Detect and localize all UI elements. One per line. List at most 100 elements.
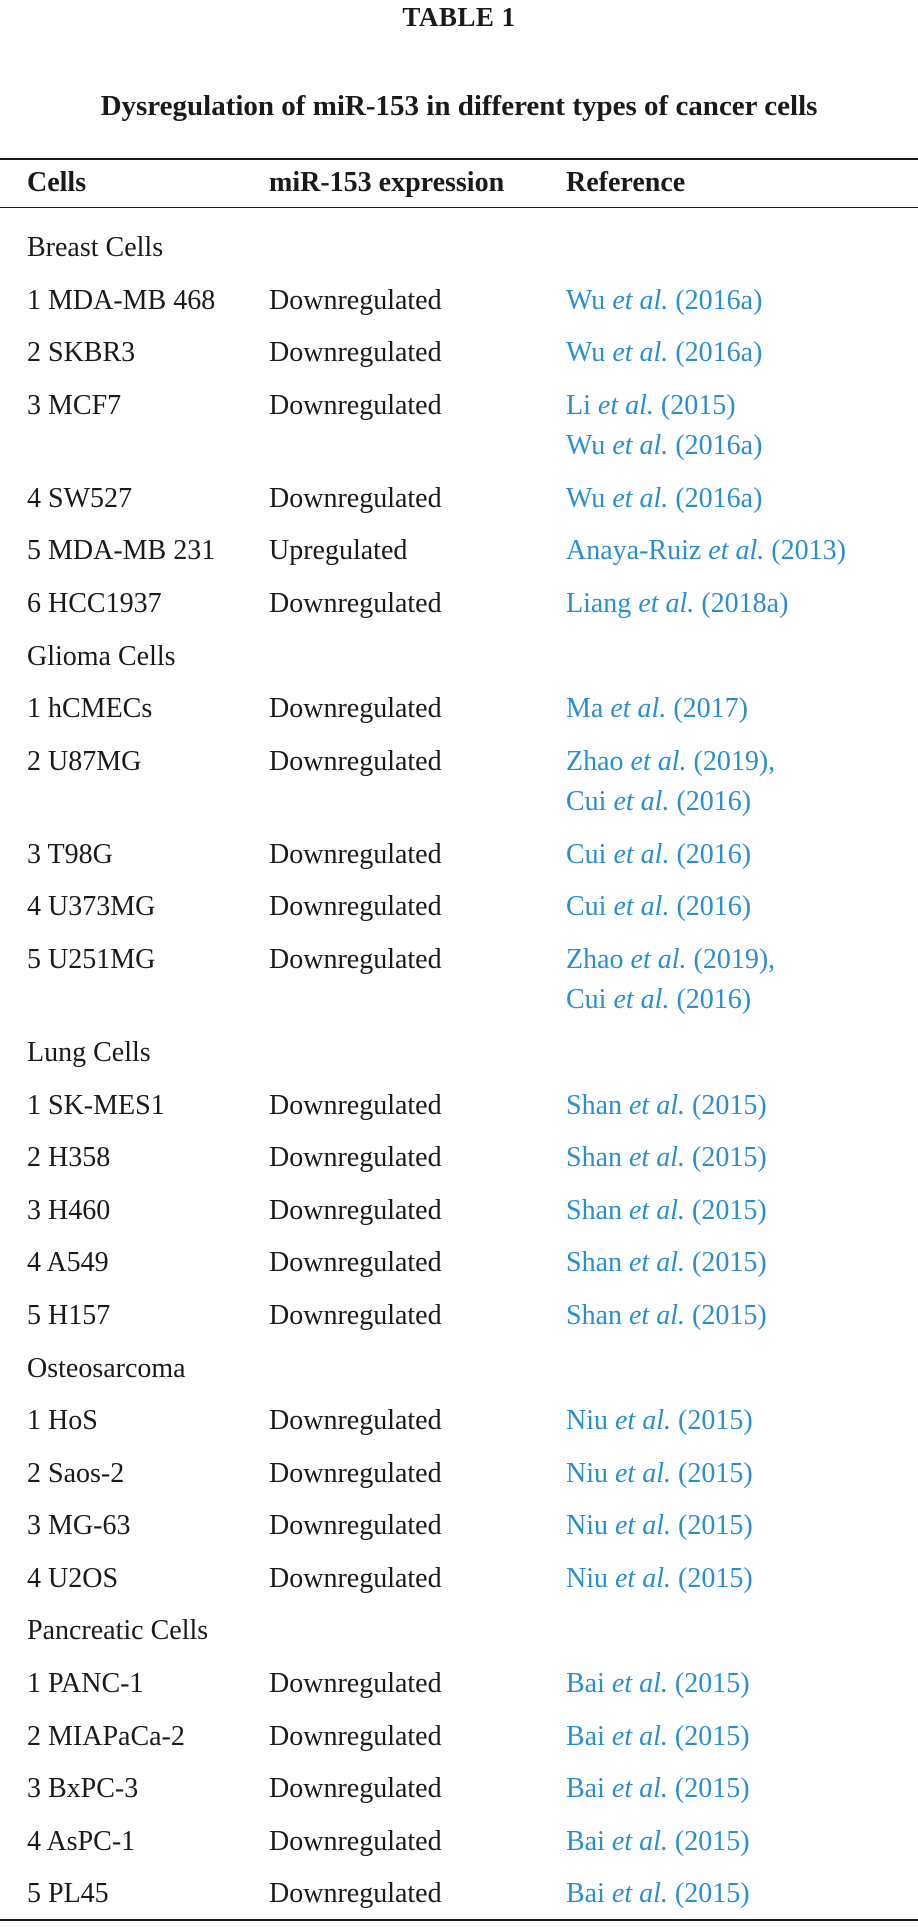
reference-author: Wu bbox=[566, 284, 606, 316]
reference-author: Li bbox=[566, 389, 591, 421]
reference-link[interactable]: Bai et al. (2015) bbox=[566, 1664, 750, 1704]
reference-author: Bai bbox=[566, 1720, 605, 1752]
reference-link[interactable]: Zhao et al. (2019), bbox=[566, 940, 775, 980]
reference-link[interactable]: Wu et al. (2016a) bbox=[566, 426, 762, 466]
reference-link[interactable]: Bai et al. (2015) bbox=[566, 1822, 750, 1862]
reference-link[interactable]: Shan et al. (2015) bbox=[566, 1138, 767, 1178]
cell-line: 1 HoS bbox=[27, 1405, 98, 1437]
reference-author: Bai bbox=[566, 1825, 605, 1857]
reference-year: (2019), bbox=[693, 745, 776, 777]
cell-line: 4 SW527 bbox=[27, 482, 132, 514]
reference-link[interactable]: Liang et al. (2018a) bbox=[566, 584, 788, 624]
expression-value: Downregulated bbox=[269, 1878, 442, 1910]
reference-link[interactable]: Niu et al. (2015) bbox=[566, 1506, 753, 1546]
table-row: 2 MIAPaCa-2 Downregulated Bai et al. (2015… bbox=[0, 1717, 918, 1770]
reference-year: (2016a) bbox=[675, 284, 763, 316]
reference-cell: Zhao et al. (2019), Cui et al. (2016) bbox=[566, 940, 775, 1020]
reference-link[interactable]: Cui et al. (2016) bbox=[566, 835, 751, 875]
reference-link[interactable]: Wu et al. (2016a) bbox=[566, 281, 762, 321]
reference-etal: et al. bbox=[612, 284, 669, 316]
cell-line: 2 Saos-2 bbox=[27, 1457, 125, 1489]
section-label: Osteosarcoma bbox=[27, 1352, 186, 1384]
reference-cell: Shan et al. (2015) bbox=[566, 1191, 767, 1231]
reference-etal: et al. bbox=[629, 1089, 685, 1121]
table-row: 1 hCMECs Downregulated Ma et al. (2017) bbox=[0, 689, 918, 742]
reference-author: Bai bbox=[566, 1668, 605, 1700]
reference-cell: Wu et al. (2016a) bbox=[566, 479, 762, 519]
reference-author: Shan bbox=[566, 1194, 622, 1226]
header-reference: Reference bbox=[566, 167, 686, 198]
reference-year: (2015) bbox=[692, 1299, 767, 1331]
reference-link[interactable]: Shan et al. (2015) bbox=[566, 1243, 767, 1283]
reference-year: (2013) bbox=[771, 535, 846, 567]
reference-link[interactable]: Wu et al. (2016a) bbox=[566, 479, 762, 519]
reference-year: (2015) bbox=[678, 1562, 753, 1594]
reference-author: Niu bbox=[566, 1562, 608, 1594]
reference-link[interactable]: Bai et al. (2015) bbox=[566, 1874, 750, 1914]
reference-author: Niu bbox=[566, 1457, 608, 1489]
cell-line: 4 U2OS bbox=[27, 1562, 119, 1594]
reference-author: Shan bbox=[566, 1089, 622, 1121]
reference-link[interactable]: Ma et al. (2017) bbox=[566, 689, 748, 729]
reference-link[interactable]: Cui et al. (2016) bbox=[566, 887, 751, 927]
reference-author: Liang bbox=[566, 587, 632, 619]
reference-link[interactable]: Niu et al. (2015) bbox=[566, 1559, 753, 1599]
reference-link[interactable]: Li et al. (2015) bbox=[566, 386, 762, 426]
reference-author: Bai bbox=[566, 1878, 605, 1910]
reference-link[interactable]: Wu et al. (2016a) bbox=[566, 333, 762, 373]
expression-value: Downregulated bbox=[269, 745, 442, 777]
cell-line: 2 SKBR3 bbox=[27, 337, 136, 369]
reference-etal: et al. bbox=[629, 1194, 685, 1226]
reference-link[interactable]: Bai et al. (2015) bbox=[566, 1717, 750, 1757]
expression-value: Downregulated bbox=[269, 1510, 442, 1542]
reference-etal: et al. bbox=[630, 943, 687, 975]
expression-value: Downregulated bbox=[269, 693, 442, 725]
reference-link[interactable]: Niu et al. (2015) bbox=[566, 1401, 753, 1441]
reference-link[interactable]: Niu et al. (2015) bbox=[566, 1454, 753, 1494]
reference-year: (2018a) bbox=[701, 587, 789, 619]
reference-cell: Shan et al. (2015) bbox=[566, 1243, 767, 1283]
reference-cell: Cui et al. (2016) bbox=[566, 887, 751, 927]
reference-cell: Niu et al. (2015) bbox=[566, 1401, 753, 1441]
reference-etal: et al. bbox=[597, 389, 654, 421]
cell-line: 5 MDA-MB 231 bbox=[27, 535, 216, 567]
section-row: Osteosarcoma bbox=[0, 1349, 918, 1402]
reference-author: Wu bbox=[566, 482, 606, 514]
reference-link[interactable]: Bai et al. (2015) bbox=[566, 1769, 750, 1809]
cell-line: 5 PL45 bbox=[27, 1878, 109, 1910]
reference-etal: et al. bbox=[630, 745, 687, 777]
reference-link[interactable]: Shan et al. (2015) bbox=[566, 1191, 767, 1231]
reference-link[interactable]: Anaya-Ruiz et al. (2013) bbox=[566, 531, 846, 571]
expression-value: Downregulated bbox=[269, 1142, 442, 1174]
reference-cell: Ma et al. (2017) bbox=[566, 689, 748, 729]
reference-link[interactable]: Shan et al. (2015) bbox=[566, 1296, 767, 1336]
reference-etal: et al. bbox=[613, 983, 670, 1015]
reference-etal: et al. bbox=[611, 1773, 668, 1805]
reference-etal: et al. bbox=[612, 482, 669, 514]
reference-link[interactable]: Shan et al. (2015) bbox=[566, 1086, 767, 1126]
reference-year: (2016) bbox=[676, 891, 752, 923]
reference-author: Wu bbox=[566, 337, 606, 369]
reference-author: Shan bbox=[566, 1247, 622, 1279]
reference-link[interactable]: Zhao et al. (2019), bbox=[566, 742, 775, 782]
reference-link[interactable]: Cui et al. (2016) bbox=[566, 980, 775, 1020]
section-row: Lung Cells bbox=[0, 1033, 918, 1086]
reference-cell: Wu et al. (2016a) bbox=[566, 333, 762, 373]
table-row: 3 T98G Downregulated Cui et al. (2016) bbox=[0, 835, 918, 888]
reference-year: (2016) bbox=[676, 785, 752, 817]
reference-etal: et al. bbox=[708, 535, 765, 567]
table-row: 3 BxPC-3 Downregulated Bai et al. (2015) bbox=[0, 1769, 918, 1822]
section-label: Glioma Cells bbox=[27, 640, 176, 672]
reference-link[interactable]: Cui et al. (2016) bbox=[566, 782, 775, 822]
table-row: 4 SW527 Downregulated Wu et al. (2016a) bbox=[0, 479, 918, 532]
table-row: 4 U2OS Downregulated Niu et al. (2015) bbox=[0, 1559, 918, 1612]
expression-value: Downregulated bbox=[269, 1405, 442, 1437]
cell-line: 5 U251MG bbox=[27, 943, 156, 975]
cell-line: 1 PANC-1 bbox=[27, 1668, 144, 1700]
reference-author: Niu bbox=[566, 1510, 608, 1542]
reference-etal: et al. bbox=[611, 1878, 668, 1910]
top-rule bbox=[0, 158, 918, 160]
expression-value: Downregulated bbox=[269, 1562, 442, 1594]
reference-year: (2016) bbox=[676, 838, 752, 870]
reference-cell: Bai et al. (2015) bbox=[566, 1717, 750, 1757]
